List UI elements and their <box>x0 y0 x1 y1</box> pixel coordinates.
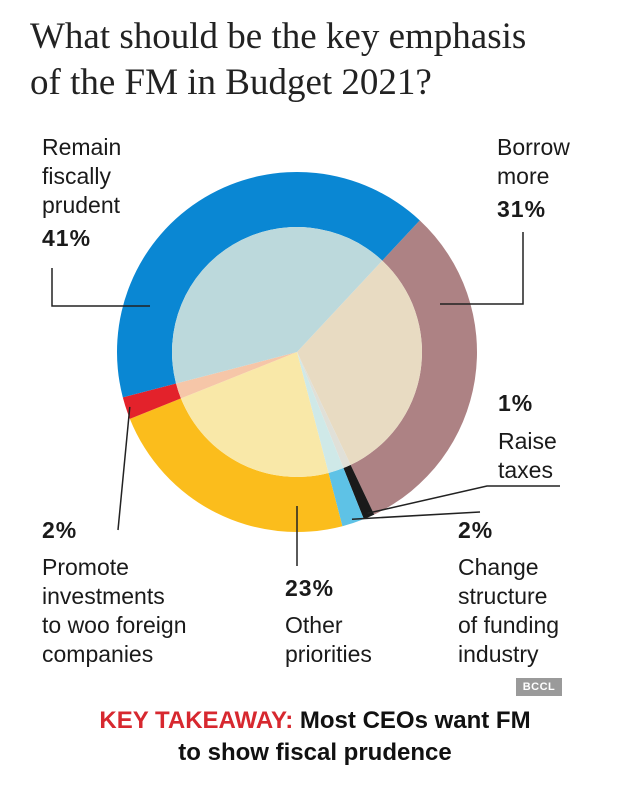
takeaway-line-1: KEY TAKEAWAY: Most CEOs want FM <box>0 705 630 737</box>
title-line-1: What should be the key emphasis <box>30 16 527 57</box>
label-borrow-line-2: more <box>497 163 550 189</box>
label-taxes-line-2: taxes <box>498 457 553 483</box>
slice-outer-other <box>129 398 343 532</box>
leader-line-borrow <box>440 232 524 305</box>
slice-inner-structure <box>297 352 344 473</box>
slice-outer-fiscal <box>116 171 420 398</box>
label-structure: 2% Change structure of funding industry <box>458 516 559 669</box>
label-borrow: Borrow more 31% <box>497 133 570 224</box>
slice-outer-structure <box>328 468 364 527</box>
label-borrow-line-1: Borrow <box>497 134 570 160</box>
label-promote-line-1: Promote <box>42 554 129 580</box>
leader-line-structure <box>351 511 481 520</box>
slice-outer-borrow <box>350 220 477 515</box>
takeaway-text-2: to show fiscal prudence <box>178 739 452 766</box>
leader-line-promote <box>117 406 131 531</box>
label-promote-percent: 2% <box>42 517 78 543</box>
label-promote-line-3: to woo foreign <box>42 612 187 638</box>
takeaway-text-1: Most CEOs want FM <box>293 707 531 734</box>
label-promote: 2% Promote investments to woo foreign co… <box>42 516 186 669</box>
slice-inner-borrow <box>297 260 422 465</box>
takeaway-prefix: KEY TAKEAWAY: <box>99 707 294 734</box>
label-structure-line-3: of funding <box>458 612 560 638</box>
label-structure-line-2: structure <box>458 583 548 609</box>
label-other-line-2: priorities <box>285 641 372 667</box>
label-borrow-percent: 31% <box>497 196 547 222</box>
label-fiscal-line-3: prudent <box>42 192 121 218</box>
leader-line-fiscal <box>51 268 150 307</box>
label-fiscal-percent: 41% <box>42 225 92 251</box>
label-promote-line-4: companies <box>42 641 154 667</box>
label-taxes-percent: 1% <box>498 390 534 416</box>
label-fiscal-line-2: fiscally <box>42 163 112 189</box>
slice-inner-fiscal <box>171 226 383 384</box>
key-takeaway: KEY TAKEAWAY: Most CEOs want FM to show … <box>0 705 630 769</box>
slice-outer-promote <box>122 383 181 419</box>
slice-inner-promote <box>176 352 297 399</box>
label-promote-line-2: investments <box>42 583 165 609</box>
label-fiscal-line-1: Remain <box>42 134 122 160</box>
label-structure-line-4: industry <box>458 641 539 667</box>
label-fiscal: Remain fiscally prudent 41% <box>42 133 121 253</box>
label-taxes: 1% Raise taxes <box>498 389 557 485</box>
bccl-watermark: BCCL <box>516 678 562 696</box>
label-structure-percent: 2% <box>458 517 494 543</box>
chart-title: What should be the key emphasis of the F… <box>30 14 620 106</box>
label-structure-line-1: Change <box>458 554 539 580</box>
title-line-2: of the FM in Budget 2021? <box>30 62 432 103</box>
slice-outer-taxes <box>343 464 375 520</box>
label-other-line-1: Other <box>285 612 343 638</box>
slice-inner-taxes <box>297 352 351 469</box>
leader-line-taxes <box>367 485 560 515</box>
label-other-percent: 23% <box>285 575 335 601</box>
label-taxes-line-1: Raise <box>498 428 557 454</box>
slice-inner-other <box>180 352 329 477</box>
label-other: 23% Other priorities <box>285 574 372 669</box>
